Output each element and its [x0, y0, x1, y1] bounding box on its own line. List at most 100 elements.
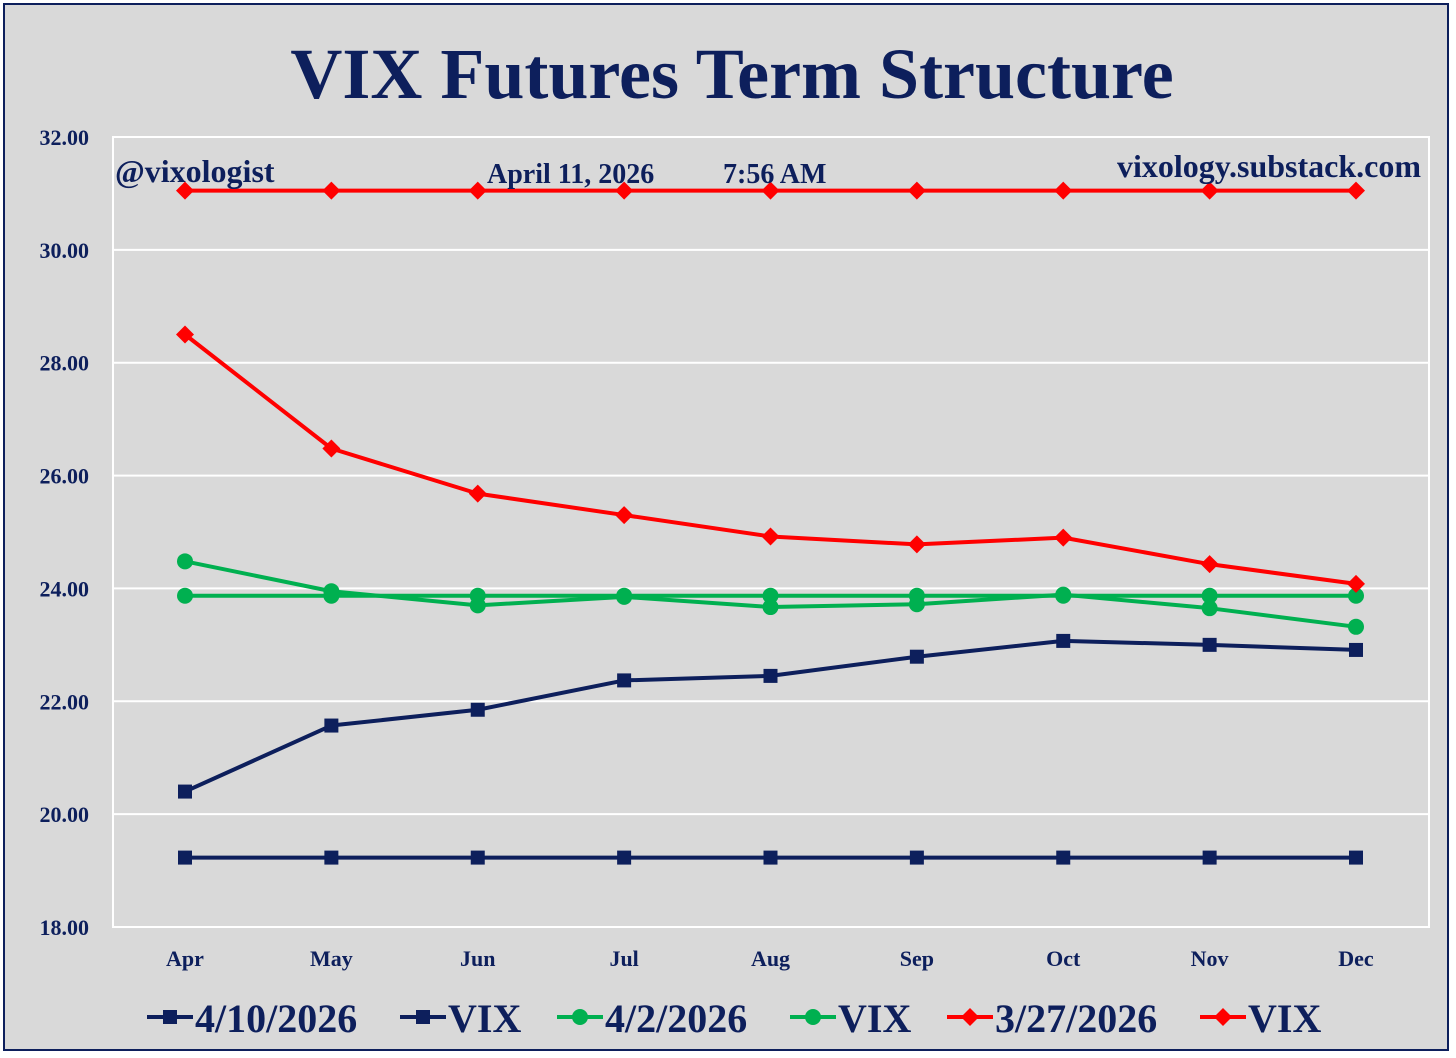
- data-point: [1054, 181, 1073, 200]
- data-point: [468, 181, 487, 200]
- data-point: [469, 597, 486, 614]
- data-point: [177, 587, 193, 604]
- y-axis-ticks: 18.00 20.00 22.00 24.00 26.00 28.00 30.00 32.00: [40, 125, 90, 940]
- data-point: [1202, 850, 1217, 865]
- data-point: [617, 673, 632, 688]
- data-point: [1349, 642, 1363, 657]
- legend-item: 4/2/2026: [557, 996, 747, 1041]
- data-point: [177, 553, 193, 570]
- data-point: [1202, 637, 1217, 652]
- data-point: [1200, 555, 1219, 574]
- series-group: [176, 181, 1365, 865]
- data-point: [909, 649, 924, 664]
- y-tick-label: 26.00: [40, 464, 90, 489]
- legend-marker: [572, 1009, 588, 1025]
- data-point: [1201, 587, 1218, 604]
- legend-label: 4/10/2026: [195, 996, 357, 1041]
- y-tick-label: 24.00: [40, 576, 90, 601]
- data-point: [178, 850, 192, 865]
- series-5: [176, 181, 1365, 200]
- x-tick-label: Aug: [751, 946, 790, 971]
- data-point: [615, 506, 634, 525]
- data-point: [762, 587, 779, 604]
- data-point: [176, 325, 194, 344]
- data-point: [322, 439, 341, 458]
- legend-marker: [416, 1010, 430, 1024]
- legend-marker: [163, 1010, 177, 1024]
- date-annotation: April 11, 2026: [487, 159, 654, 190]
- y-tick-label: 22.00: [40, 689, 90, 714]
- legend-item: 4/10/2026: [147, 996, 357, 1041]
- data-point: [617, 850, 632, 865]
- x-tick-label: Sep: [900, 946, 934, 971]
- data-point: [470, 850, 485, 865]
- data-point: [763, 668, 778, 683]
- data-point: [468, 484, 487, 503]
- y-tick-label: 32.00: [40, 125, 90, 150]
- legend-marker: [961, 1008, 979, 1026]
- data-point: [323, 583, 340, 600]
- handle-annotation: @vixologist: [115, 153, 275, 189]
- y-tick-label: 18.00: [40, 915, 90, 940]
- x-tick-label: Apr: [166, 946, 204, 971]
- x-tick-label: Nov: [1191, 946, 1229, 971]
- series-0: [178, 633, 1363, 799]
- data-point: [907, 181, 926, 200]
- legend-item: VIX: [1200, 996, 1321, 1041]
- data-point: [1200, 181, 1219, 200]
- legend-item: 3/27/2026: [947, 996, 1157, 1041]
- data-point: [909, 850, 924, 865]
- data-point: [322, 181, 341, 200]
- series-2: [177, 553, 1364, 635]
- data-point: [1349, 850, 1363, 865]
- data-point: [324, 718, 339, 733]
- chart-title: VIX Futures Term Structure: [290, 34, 1173, 114]
- data-point: [761, 181, 780, 200]
- data-point: [178, 784, 192, 799]
- data-point: [762, 599, 779, 616]
- data-point: [176, 181, 194, 200]
- legend-item: VIX: [400, 996, 521, 1041]
- data-point: [908, 596, 925, 613]
- data-point: [1201, 600, 1218, 617]
- x-tick-label: Jul: [609, 946, 638, 971]
- legend-item: VIX: [790, 996, 911, 1041]
- data-point: [1347, 181, 1365, 200]
- data-point: [907, 535, 926, 554]
- x-tick-label: Oct: [1046, 946, 1081, 971]
- site-annotation: vixology.substack.com: [1117, 148, 1421, 184]
- data-point: [1347, 574, 1365, 593]
- data-point: [761, 527, 780, 546]
- time-annotation: 7:56 AM: [723, 159, 826, 190]
- x-tick-label: May: [310, 946, 353, 971]
- chart-canvas: VIX Futures Term Structure 18.00 20.00 22.…: [40, 34, 1430, 1041]
- data-point: [1054, 528, 1073, 547]
- series-4: [176, 325, 1365, 593]
- legend-marker: [1214, 1008, 1232, 1026]
- data-point: [1348, 587, 1364, 604]
- legend-label: VIX: [448, 996, 521, 1041]
- legend-label: VIX: [1248, 996, 1321, 1041]
- x-tick-label: Jun: [460, 946, 495, 971]
- legend-marker: [805, 1009, 821, 1025]
- y-tick-label: 28.00: [40, 351, 90, 376]
- gridlines: [113, 136, 1429, 928]
- legend: 4/10/2026 VIX 4/2/2026 VIX 3/27/2026 VIX: [147, 996, 1321, 1041]
- data-point: [615, 181, 634, 200]
- data-point: [1055, 586, 1072, 603]
- data-point: [470, 702, 485, 717]
- x-tick-label: Dec: [1338, 946, 1374, 971]
- chart-frame: VIX Futures Term Structure 18.00 20.00 22.…: [3, 3, 1449, 1051]
- data-point: [616, 588, 633, 605]
- legend-label: 3/27/2026: [995, 996, 1157, 1041]
- x-axis-ticks: Apr May Jun Jul Aug Sep Oct Nov Dec: [166, 946, 1374, 971]
- legend-label: VIX: [838, 996, 911, 1041]
- y-tick-label: 20.00: [40, 802, 90, 827]
- y-tick-label: 30.00: [40, 238, 90, 263]
- data-point: [324, 850, 339, 865]
- data-point: [1348, 618, 1364, 635]
- data-point: [763, 850, 778, 865]
- series-1: [178, 850, 1363, 865]
- legend-label: 4/2/2026: [605, 996, 747, 1041]
- data-point: [1056, 850, 1071, 865]
